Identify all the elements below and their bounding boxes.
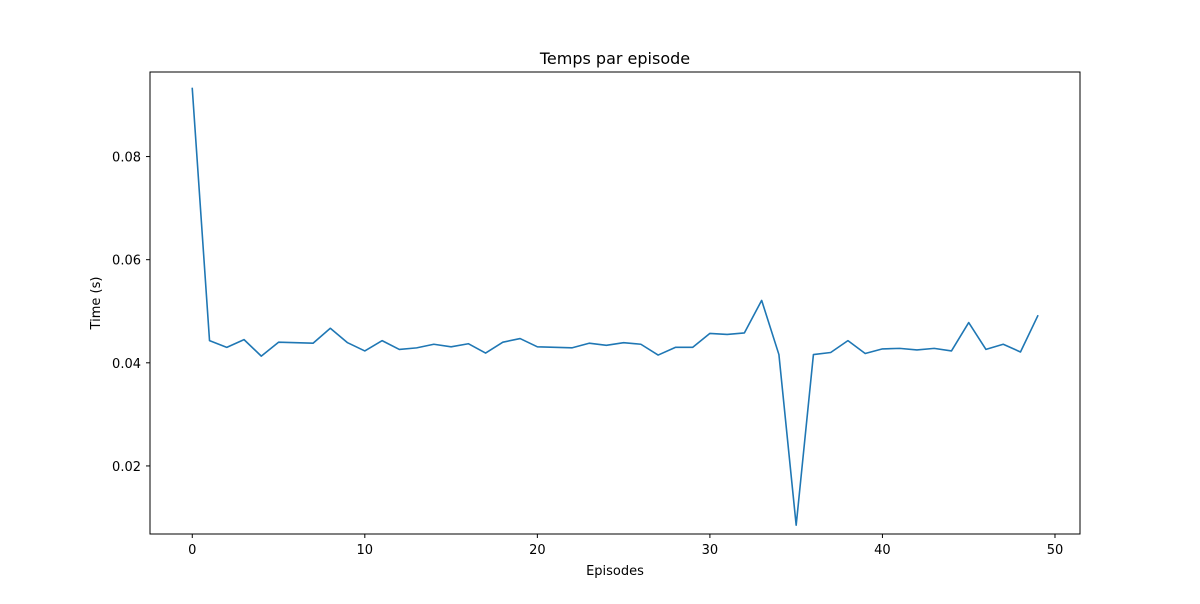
x-tick-label: 0 [188,543,196,558]
x-tick-label: 50 [1047,543,1064,558]
x-tick-label: 40 [874,543,891,558]
plot-frame [149,71,1081,535]
y-tick-label: 0.08 [112,151,141,166]
chart-title: Temps par episode [539,49,690,68]
x-tick-label: 10 [357,543,374,558]
y-axis-label: Time (s) [89,277,104,331]
y-tick-label: 0.06 [112,254,141,269]
y-tick-label: 0.04 [112,357,141,372]
x-axis-label: Episodes [586,564,644,579]
x-tick-label: 20 [529,543,546,558]
y-tick-label: 0.02 [112,460,141,475]
plot-area: 0 10 20 30 40 50 0.02 0.04 0.06 0.08 [112,71,1081,558]
x-tick-label: 30 [702,543,719,558]
series-line-0 [191,87,1039,527]
